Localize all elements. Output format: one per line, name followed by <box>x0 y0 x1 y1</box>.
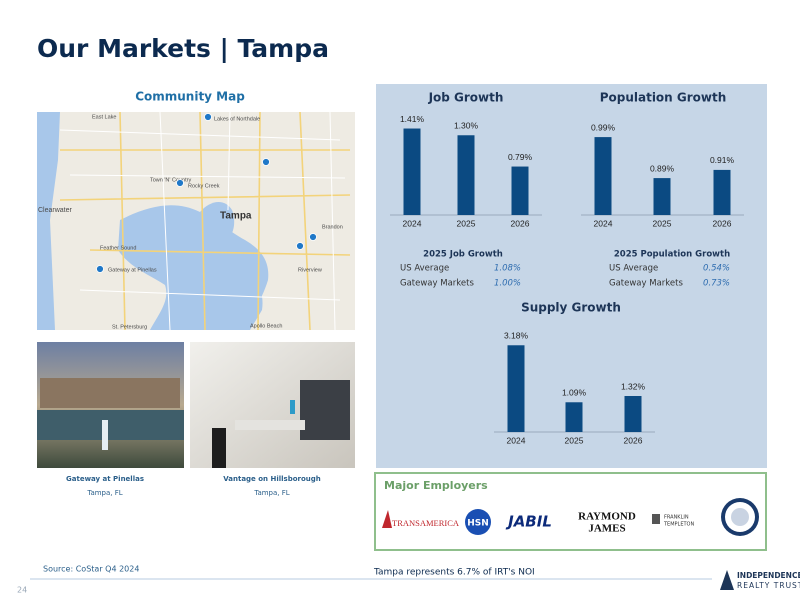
logo-mark <box>720 570 734 590</box>
x-tick-label: 2025 <box>565 435 584 445</box>
company-logo: REALTY TRUST <box>737 581 800 590</box>
table-cell: 0.54% <box>703 264 730 274</box>
bar <box>457 135 475 215</box>
bar <box>624 396 642 432</box>
map-label: Rocky Creek <box>188 183 220 189</box>
x-tick-label: 2024 <box>403 218 422 228</box>
data-label: 1.41% <box>400 114 425 124</box>
x-tick-label: 2026 <box>511 218 530 228</box>
page-number: 24 <box>17 586 27 595</box>
bar <box>713 169 731 215</box>
map-label: Apollo Beach <box>250 323 282 329</box>
employer-logo: JAMES <box>588 523 625 535</box>
chart-title: Job Growth <box>428 91 504 105</box>
data-label: 0.99% <box>591 122 616 132</box>
map-label: Town 'N' Country <box>150 177 191 183</box>
logo-mark <box>652 514 660 524</box>
table-cell: Gateway Markets <box>400 279 474 289</box>
bar <box>511 166 529 215</box>
bar <box>594 137 612 215</box>
data-label: 0.89% <box>650 163 675 173</box>
map-label: Gateway at Pinellas <box>108 267 157 273</box>
data-label: 3.18% <box>504 331 529 341</box>
photo <box>190 342 355 468</box>
map-label: Riverview <box>298 267 322 273</box>
employers-title: Major Employers <box>384 479 488 492</box>
logo-mark <box>465 509 491 535</box>
x-tick-label: 2025 <box>653 218 672 228</box>
logo-mark <box>382 510 392 528</box>
table-cell: 1.08% <box>494 264 521 274</box>
x-tick-label: 2026 <box>624 435 643 445</box>
photo-caption: Gateway at Pinellas <box>66 475 144 483</box>
table-cell: 0.73% <box>703 279 730 289</box>
bar <box>403 128 421 215</box>
bar <box>507 345 525 432</box>
map: East Lake Lakes of Northdale Town 'N' Co… <box>37 111 355 330</box>
table-title: 2025 Population Growth <box>614 250 730 260</box>
data-label: 1.32% <box>621 381 646 391</box>
table-title: 2025 Job Growth <box>423 250 503 260</box>
map-label: Tampa <box>220 211 252 222</box>
x-tick-label: 2024 <box>594 218 613 228</box>
table-cell: US Average <box>400 264 449 274</box>
map-title: Community Map <box>135 90 245 104</box>
employers-box <box>374 472 767 551</box>
employer-logo: JABIL <box>505 513 552 531</box>
map-label: East Lake <box>92 114 116 120</box>
employer-logo: HSN <box>467 519 489 529</box>
photo-location: Tampa, FL <box>253 489 289 497</box>
x-tick-label: 2026 <box>713 218 732 228</box>
chart-title: Population Growth <box>600 91 727 105</box>
data-label: 0.79% <box>508 152 533 162</box>
employer-logo: TRANSAMERICA <box>392 518 460 528</box>
x-tick-label: 2024 <box>507 435 526 445</box>
data-label: 0.91% <box>710 155 735 165</box>
table-cell: 1.00% <box>494 279 521 289</box>
table-cell: Gateway Markets <box>609 279 683 289</box>
bar <box>653 178 671 215</box>
bar <box>565 402 583 432</box>
map-label: Lakes of Northdale <box>214 116 260 122</box>
x-tick-label: 2025 <box>457 218 476 228</box>
page-title: Our Markets | Tampa <box>37 34 329 63</box>
footer-note: Tampa represents 6.7% of IRT's NOI <box>373 568 535 578</box>
map-label: Brandon <box>322 224 343 230</box>
photo-location: Tampa, FL <box>86 489 122 497</box>
data-label: 1.09% <box>562 388 587 398</box>
table-cell: US Average <box>609 264 658 274</box>
source: Source: CoStar Q4 2024 <box>43 565 139 574</box>
seal-logo <box>721 498 759 536</box>
map-label: Clearwater <box>38 207 73 214</box>
employer-logo: TEMPLETON <box>663 522 694 528</box>
map-label: Feather Sound <box>100 245 136 251</box>
map-label: St. Petersburg <box>112 324 147 330</box>
chart-title: Supply Growth <box>521 301 621 315</box>
photo-caption: Vantage on Hillsborough <box>223 475 321 483</box>
employer-logo: RAYMOND <box>578 511 636 523</box>
data-label: 1.30% <box>454 121 479 131</box>
photo <box>37 342 184 468</box>
employer-logo: FRANKLIN <box>664 515 689 521</box>
company-logo: INDEPENDENCE <box>737 571 800 580</box>
